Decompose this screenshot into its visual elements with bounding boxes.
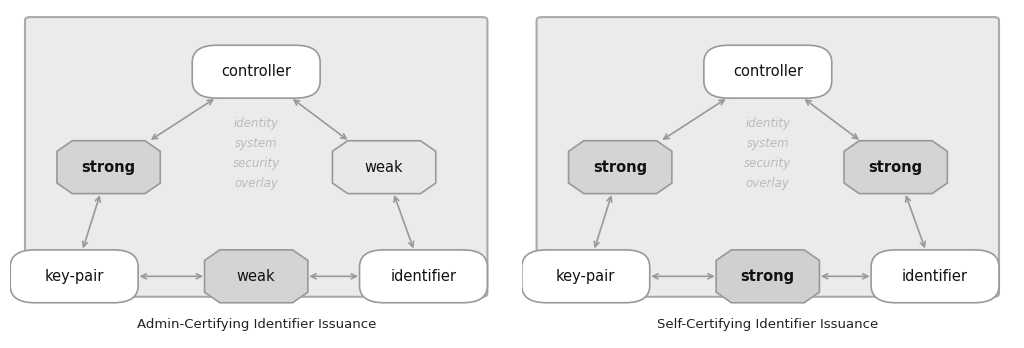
Text: key-pair: key-pair (44, 269, 103, 284)
Text: controller: controller (221, 64, 291, 79)
Text: identifier: identifier (902, 269, 968, 284)
FancyBboxPatch shape (703, 45, 831, 98)
Text: strong: strong (868, 160, 923, 175)
FancyBboxPatch shape (871, 250, 999, 303)
FancyBboxPatch shape (359, 250, 487, 303)
Text: controller: controller (733, 64, 803, 79)
FancyBboxPatch shape (10, 250, 138, 303)
FancyBboxPatch shape (193, 45, 321, 98)
Polygon shape (844, 141, 947, 193)
Polygon shape (205, 250, 308, 303)
Text: identifier: identifier (390, 269, 457, 284)
Text: strong: strong (740, 269, 795, 284)
FancyBboxPatch shape (537, 17, 999, 297)
FancyBboxPatch shape (25, 17, 487, 297)
Polygon shape (568, 141, 672, 193)
Text: identity
system
security
overlay: identity system security overlay (232, 117, 280, 190)
Text: identity
system
security
overlay: identity system security overlay (744, 117, 792, 190)
Text: strong: strong (82, 160, 136, 175)
Text: weak: weak (365, 160, 403, 175)
Text: Self-Certifying Identifier Issuance: Self-Certifying Identifier Issuance (657, 318, 879, 331)
Text: key-pair: key-pair (556, 269, 615, 284)
Text: weak: weak (237, 269, 275, 284)
Polygon shape (57, 141, 161, 193)
Text: Admin-Certifying Identifier Issuance: Admin-Certifying Identifier Issuance (136, 318, 376, 331)
Polygon shape (716, 250, 819, 303)
FancyBboxPatch shape (522, 250, 650, 303)
Polygon shape (333, 141, 436, 193)
Text: strong: strong (593, 160, 647, 175)
